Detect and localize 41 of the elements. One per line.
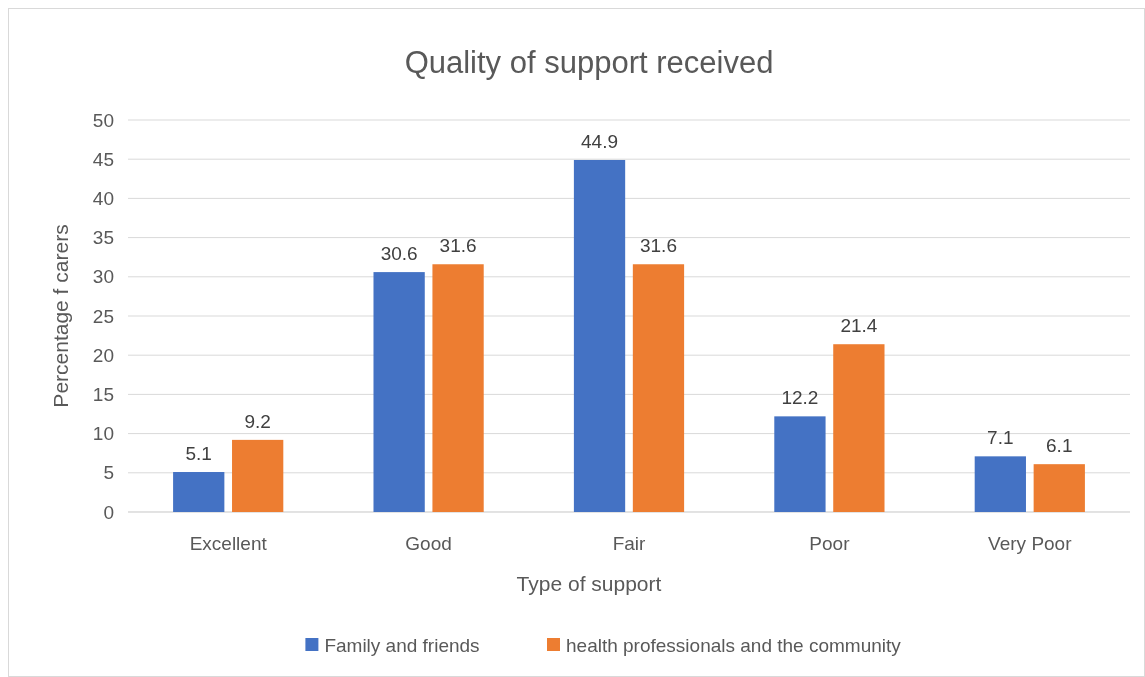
bar: [173, 472, 225, 512]
bar: [974, 456, 1026, 512]
x-tick-label: Poor: [809, 533, 851, 554]
y-tick-label: 40: [92, 188, 114, 210]
bar: [632, 264, 685, 512]
data-label: 5.1: [185, 443, 212, 465]
data-label: 12.2: [781, 387, 819, 409]
bar: [373, 272, 425, 512]
bar: [232, 439, 284, 512]
data-label: 44.9: [581, 130, 619, 152]
bar: [1033, 464, 1085, 512]
x-axis-title: Type of support: [516, 572, 662, 595]
y-tick-label: 25: [92, 305, 114, 327]
bar: [833, 344, 885, 512]
chart-title: Quality of support received: [404, 45, 774, 80]
y-axis-title: Percentage f carers: [49, 224, 72, 408]
data-label: 9.2: [244, 410, 271, 432]
x-tick-label: Fair: [612, 533, 647, 554]
data-label: 31.6: [639, 235, 677, 257]
data-label: 30.6: [380, 243, 418, 265]
y-tick-label: 50: [92, 109, 114, 131]
x-tick-label: Very Poor: [988, 533, 1073, 554]
data-label: 7.1: [987, 427, 1014, 449]
legend-label: health professionals and the community: [566, 634, 902, 656]
y-tick-label: 15: [92, 384, 114, 406]
x-tick-label: Excellent: [189, 533, 268, 554]
x-tick-label: Good: [405, 533, 452, 554]
y-tick-label: 30: [92, 266, 114, 288]
y-tick-label: 0: [103, 501, 114, 523]
y-tick-label: 45: [92, 148, 114, 170]
data-label: 6.1: [1046, 435, 1073, 457]
bar: [432, 264, 484, 512]
y-tick-label: 5: [103, 462, 114, 484]
y-tick-label: 35: [92, 227, 114, 249]
bar: [573, 159, 626, 512]
y-tick-label: 20: [92, 344, 114, 366]
bar: [774, 416, 826, 512]
y-tick-label: 10: [92, 423, 114, 445]
data-label: 31.6: [439, 235, 477, 257]
data-label: 21.4: [840, 315, 878, 337]
legend-label: Family and friends: [324, 634, 480, 656]
